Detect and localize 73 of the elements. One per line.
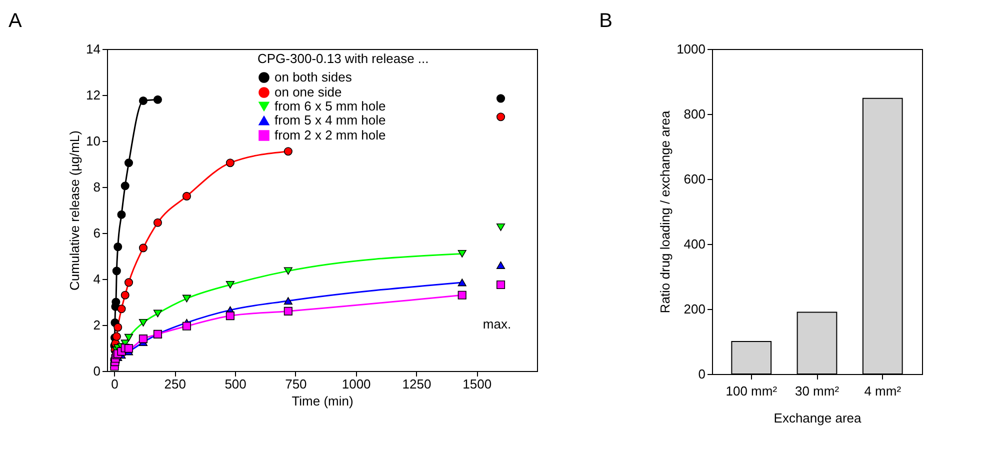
point [153, 95, 162, 104]
point [153, 310, 162, 318]
y-tick-label: 400 [684, 236, 706, 252]
x-axis-title: Exchange area [774, 410, 862, 426]
point [496, 261, 506, 269]
point [117, 210, 126, 219]
x-tick-label: 100 mm² [726, 384, 778, 398]
point [284, 297, 292, 305]
point [226, 280, 234, 289]
annotation: max. [482, 316, 512, 332]
x-tick-label: 250 [164, 376, 186, 392]
y-tick-label: 600 [684, 172, 706, 186]
y-tick-label: 2 [93, 318, 100, 332]
y-axis-title: Ratio drug loading / exchange area [658, 110, 673, 314]
x-tick-label: 750 [285, 376, 307, 392]
point [496, 280, 506, 290]
point [124, 334, 134, 342]
legend-label: from 5 x 4 mm hole [274, 112, 386, 128]
point [114, 242, 122, 252]
point [284, 147, 292, 156]
point [124, 278, 134, 287]
point [284, 267, 292, 275]
y-tick-label: 10 [86, 134, 100, 148]
point [182, 322, 191, 330]
point [226, 312, 234, 320]
legend-label: on both sides [274, 70, 352, 84]
y-tick-label: 14 [86, 42, 100, 56]
point [182, 294, 191, 302]
x-tick-label: 0 [111, 376, 118, 392]
point [138, 96, 148, 106]
y-tick-label: 0 [698, 366, 706, 382]
point [226, 158, 234, 168]
point [114, 323, 122, 332]
x-tick-label: 4 mm² [864, 384, 902, 398]
point [458, 250, 466, 258]
x-tick-label: 1250 [402, 376, 432, 392]
point [496, 223, 506, 232]
y-axis-title: Cumulative release (µg/mL) [67, 130, 82, 290]
point [124, 158, 134, 168]
point [117, 304, 126, 314]
y-tick-label: 200 [684, 302, 706, 316]
point [496, 94, 506, 103]
point [458, 278, 466, 286]
legend-title: CPG-300-0.13 with release ... [258, 51, 429, 66]
y-tick-label: 800 [684, 106, 706, 122]
y-tick-label: 8 [93, 180, 100, 194]
point [120, 182, 130, 190]
y-tick-label: 4 [93, 272, 100, 286]
y-tick-label: 1000 [676, 42, 706, 56]
point [153, 218, 162, 227]
legend-label: from 2 x 2 mm hole [274, 128, 386, 142]
legend-label: from 6 x 5 mm hole [274, 98, 386, 114]
chart-title: A [8, 10, 23, 32]
point [458, 290, 466, 300]
x-tick-label: 500 [224, 376, 246, 392]
point [138, 244, 148, 252]
point [138, 334, 148, 344]
y-tick-label: 0 [93, 364, 100, 378]
x-tick-label: 1000 [342, 376, 371, 392]
point [496, 112, 506, 122]
point [112, 266, 121, 276]
x-tick-label: 30 mm² [794, 384, 840, 398]
point [124, 344, 134, 353]
y-tick-label: 6 [93, 226, 100, 240]
legend-label: on one side [274, 84, 342, 100]
point [138, 318, 148, 326]
chart-title: B [599, 10, 612, 32]
point [284, 306, 292, 316]
point [182, 192, 191, 200]
x-axis-title: Time (min) [292, 394, 354, 408]
x-tick-label: 1500 [462, 376, 492, 392]
y-tick-label: 12 [86, 88, 100, 102]
point [120, 290, 130, 300]
